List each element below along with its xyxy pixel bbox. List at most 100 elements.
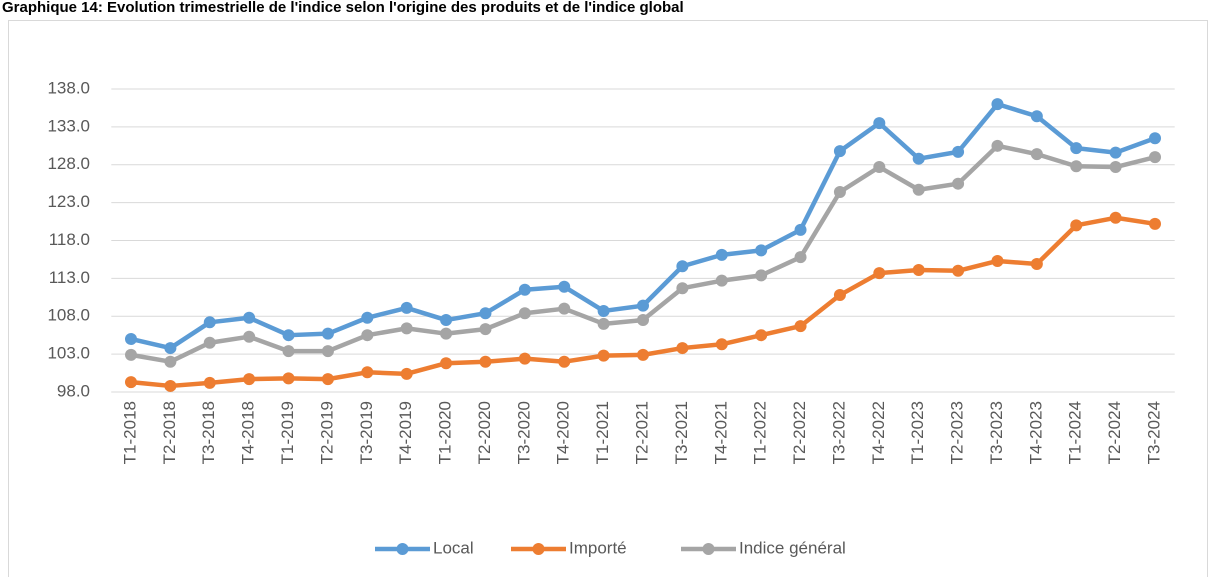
data-point (361, 329, 374, 342)
data-point (794, 223, 807, 236)
data-point (952, 177, 965, 190)
x-tick-label: T2-2022 (790, 401, 809, 464)
legend-label: Local (433, 538, 474, 557)
data-point (952, 145, 965, 158)
x-tick-label: T1-2024 (1066, 401, 1085, 464)
data-point (124, 376, 137, 389)
data-point (991, 254, 1004, 267)
data-point (124, 348, 137, 361)
data-point (833, 145, 846, 158)
x-tick-label: T1-2018 (120, 401, 139, 464)
data-point (873, 267, 886, 280)
x-tick-label: T2-2023 (948, 401, 967, 464)
data-point (164, 379, 177, 392)
data-point (873, 117, 886, 130)
data-point (124, 332, 137, 345)
x-tick-label: T3-2021 (672, 401, 691, 464)
data-point (518, 352, 531, 365)
x-tick-label: T3-2019 (357, 401, 376, 464)
y-tick-label: 113.0 (49, 268, 90, 287)
x-tick-label: T4-2021 (711, 401, 730, 464)
data-point (715, 248, 728, 261)
data-point (1149, 151, 1162, 164)
data-point (676, 342, 689, 355)
data-point (1070, 219, 1083, 232)
y-tick-label: 108.0 (47, 306, 90, 325)
x-tick-label: T1-2022 (751, 401, 770, 464)
data-point (991, 139, 1004, 152)
data-point (479, 355, 492, 368)
chart-border (8, 20, 1208, 581)
data-point (1109, 146, 1122, 159)
y-tick-label: 98.0 (57, 381, 90, 400)
x-tick-label: T1-2023 (908, 401, 927, 464)
data-point (755, 329, 768, 342)
y-tick-label: 123.0 (47, 192, 90, 211)
x-tick-label: T4-2023 (1026, 401, 1045, 464)
chart-title: Graphique 14: Evolution trimestrielle de… (2, 0, 684, 16)
x-tick-label: T1-2021 (593, 401, 612, 464)
data-point (558, 280, 571, 293)
data-point (1030, 148, 1043, 161)
x-tick-label: T3-2023 (987, 401, 1006, 464)
data-point (164, 355, 177, 368)
legend-marker (532, 543, 545, 555)
x-tick-label: T2-2018 (160, 401, 179, 464)
data-point (597, 349, 610, 362)
data-point (755, 269, 768, 282)
data-point (400, 367, 413, 380)
data-point (321, 345, 334, 358)
data-point (1030, 257, 1043, 270)
y-tick-label: 128.0 (47, 154, 90, 173)
x-tick-label: T3-2018 (199, 401, 218, 464)
legend-label: Indice général (739, 538, 846, 557)
y-tick-label: 103.0 (47, 344, 90, 363)
data-point (755, 244, 768, 257)
data-point (833, 186, 846, 199)
data-point (1070, 142, 1083, 155)
data-point (400, 322, 413, 335)
data-point (597, 304, 610, 317)
data-point (1149, 132, 1162, 145)
data-point (794, 251, 807, 264)
legend-marker (702, 543, 715, 555)
data-point (282, 345, 295, 358)
data-point (637, 314, 649, 327)
x-tick-label: T3-2024 (1144, 401, 1163, 464)
legend-label: Importé (569, 538, 627, 557)
data-point (164, 342, 177, 355)
data-point (794, 320, 807, 333)
data-point (440, 314, 453, 327)
data-point (282, 372, 295, 385)
data-point (361, 366, 374, 379)
data-point (282, 329, 295, 342)
data-point (715, 274, 728, 287)
x-tick-label: T2-2021 (632, 401, 651, 464)
x-tick-label: T4-2020 (554, 401, 573, 464)
data-point (518, 283, 531, 296)
x-tick-label: T4-2019 (396, 401, 415, 464)
x-tick-label: T3-2022 (829, 401, 848, 464)
data-point (912, 152, 925, 165)
data-point (676, 282, 689, 295)
data-point (1109, 161, 1122, 174)
data-point (203, 336, 216, 349)
data-point (558, 355, 571, 368)
data-point (243, 373, 256, 386)
x-tick-label: T2-2020 (475, 401, 494, 464)
y-tick-label: 133.0 (47, 116, 90, 135)
x-tick-label: T4-2022 (869, 401, 888, 464)
data-point (440, 357, 453, 370)
data-point (440, 327, 453, 340)
data-point (912, 183, 925, 196)
data-point (321, 327, 334, 340)
data-point (952, 264, 965, 277)
data-point (243, 311, 256, 324)
data-point (676, 260, 689, 273)
x-tick-label: T4-2018 (239, 401, 258, 464)
data-point (203, 316, 216, 329)
data-point (833, 289, 846, 302)
data-point (991, 98, 1004, 111)
data-point (637, 299, 649, 312)
